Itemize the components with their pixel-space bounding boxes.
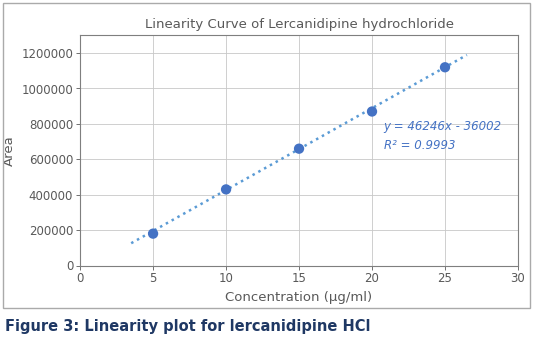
Text: Figure 3: Linearity plot for lercanidipine HCl: Figure 3: Linearity plot for lercanidipi… [5,319,371,333]
Text: y = 46246x - 36002
R² = 0.9993: y = 46246x - 36002 R² = 0.9993 [384,120,502,152]
Point [149,231,158,236]
X-axis label: Concentration (μg/ml): Concentration (μg/ml) [225,291,373,304]
Point [295,146,303,152]
Point [222,187,230,192]
Y-axis label: Area: Area [3,135,15,166]
Point [368,109,376,114]
Point [441,64,449,70]
Title: Linearity Curve of Lercanidipine hydrochloride: Linearity Curve of Lercanidipine hydroch… [145,18,453,32]
